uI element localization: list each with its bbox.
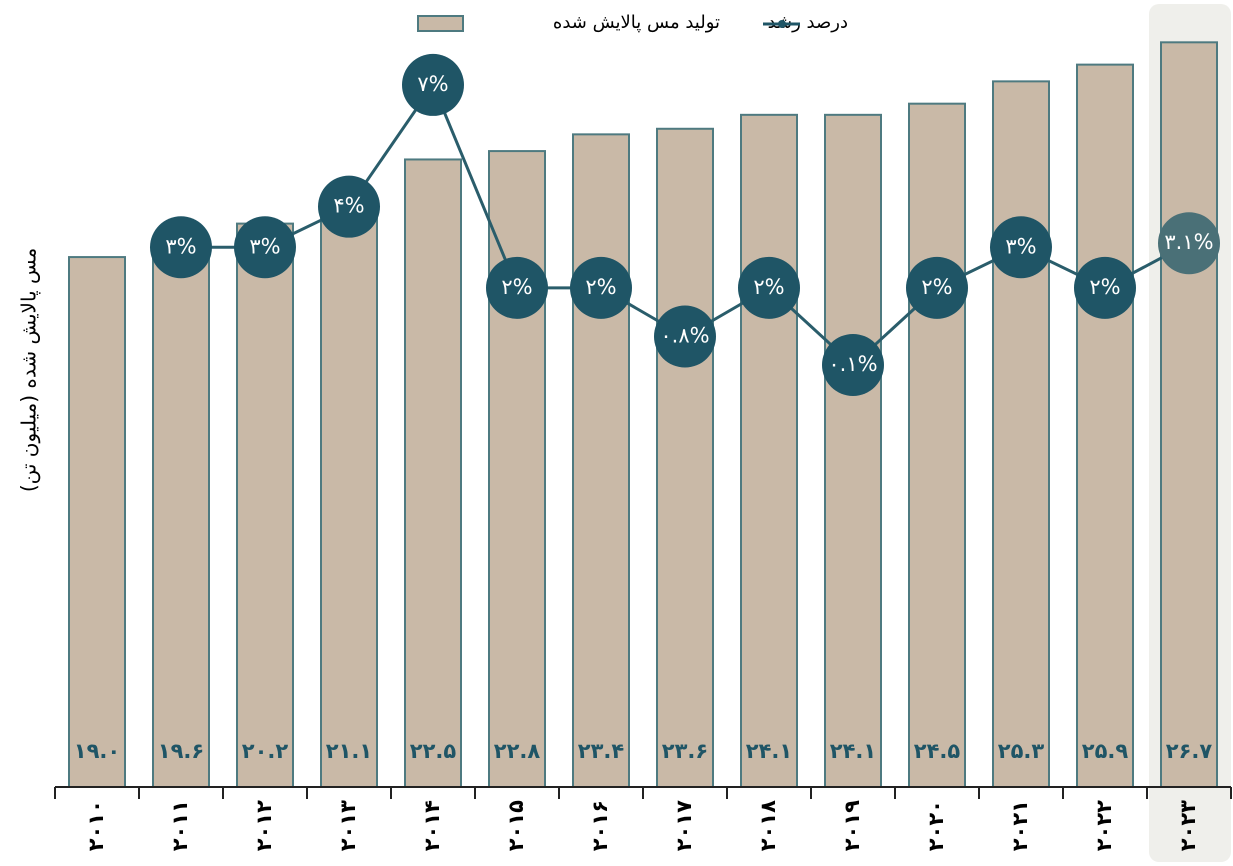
x-tick-label: ۲۰۲۳ — [1176, 800, 1200, 851]
bar-value-label: ۲۴.۵ — [914, 739, 961, 763]
growth-marker — [570, 256, 632, 319]
growth-marker — [1074, 256, 1136, 319]
growth-marker — [402, 53, 464, 116]
bar-value-label: ۲۶.۷ — [1166, 739, 1213, 763]
legend-swatch — [417, 15, 464, 32]
bar — [1076, 63, 1134, 789]
bar-value-label: ۲۴.۱ — [830, 739, 876, 763]
bar — [824, 113, 882, 788]
legend-label: تولید مس پالایش شده — [553, 12, 720, 33]
growth-marker — [654, 305, 716, 368]
growth-label: ۳% — [165, 234, 196, 258]
y-axis-label: مس پالایش شده (میلیون تن) — [17, 248, 42, 492]
bar-value-label: ۲۳.۴ — [578, 739, 625, 763]
bar — [152, 239, 210, 788]
bar-value-label: ۱۹.۰ — [74, 739, 120, 763]
x-tick-label: ۲۰۲۰ — [924, 800, 948, 851]
bar — [236, 222, 294, 788]
growth-label: ۷% — [417, 72, 448, 96]
growth-label: ۲% — [501, 275, 532, 299]
growth-label: ۳% — [249, 234, 280, 258]
bar-value-label: ۲۵.۳ — [998, 739, 1045, 763]
growth-label: ۲% — [585, 275, 616, 299]
bar — [656, 127, 714, 789]
growth-marker — [822, 333, 884, 396]
x-tick-label: ۲۰۱۰ — [84, 800, 108, 851]
x-tick-label: ۲۰۱۴ — [420, 800, 444, 851]
bar — [1160, 41, 1218, 788]
growth-marker — [906, 256, 968, 319]
bar-value-label: ۲۳.۶ — [662, 739, 708, 763]
legend-label: درصد رشد — [768, 12, 848, 33]
growth-marker — [150, 216, 212, 279]
growth-label: ۳% — [1005, 234, 1036, 258]
bar — [320, 197, 378, 788]
bar-value-label: ۲۲.۸ — [494, 739, 541, 763]
x-tick-label: ۲۰۱۷ — [672, 800, 696, 851]
x-tick-label: ۲۰۱۲ — [252, 800, 276, 851]
x-tick-label: ۲۰۲۲ — [1092, 800, 1116, 851]
growth-marker — [234, 216, 296, 279]
bar-value-label: ۲۰.۲ — [242, 739, 289, 763]
growth-marker — [738, 256, 800, 319]
x-tick-label: ۲۰۱۹ — [840, 800, 864, 851]
bar — [572, 133, 630, 788]
bar — [908, 102, 966, 788]
growth-marker — [1158, 212, 1220, 275]
growth-label: ۲% — [753, 275, 784, 299]
bar-value-label: ۲۱.۱ — [326, 739, 372, 763]
x-tick-label: ۲۰۲۱ — [1008, 800, 1032, 851]
x-tick-label: ۲۰۱۳ — [336, 800, 360, 851]
bar — [68, 256, 126, 788]
growth-marker — [486, 256, 548, 319]
x-tick-label: ۲۰۱۱ — [168, 800, 192, 851]
growth-label: ۰.۸% — [660, 324, 709, 348]
growth-label: ۰.۱% — [828, 352, 877, 376]
growth-label: ۲% — [921, 275, 952, 299]
x-tick-label: ۲۰۱۶ — [588, 800, 612, 851]
legend-dot — [778, 20, 786, 28]
bar-value-label: ۲۲.۵ — [410, 739, 457, 763]
x-tick-label: ۲۰۱۵ — [504, 800, 528, 851]
growth-marker — [318, 175, 380, 238]
bar — [404, 158, 462, 789]
bar-value-label: ۲۵.۹ — [1082, 739, 1129, 763]
bar-value-label: ۱۹.۶ — [158, 739, 204, 763]
growth-label: ۲% — [1089, 275, 1120, 299]
bar — [488, 150, 546, 788]
bar — [992, 80, 1050, 789]
growth-marker — [990, 216, 1052, 279]
bar-value-label: ۲۴.۱ — [746, 739, 792, 763]
x-tick-label: ۲۰۱۸ — [756, 800, 780, 851]
bar — [740, 113, 798, 788]
growth-label: ۴% — [333, 194, 364, 218]
growth-label: ۳.۱% — [1164, 230, 1213, 254]
